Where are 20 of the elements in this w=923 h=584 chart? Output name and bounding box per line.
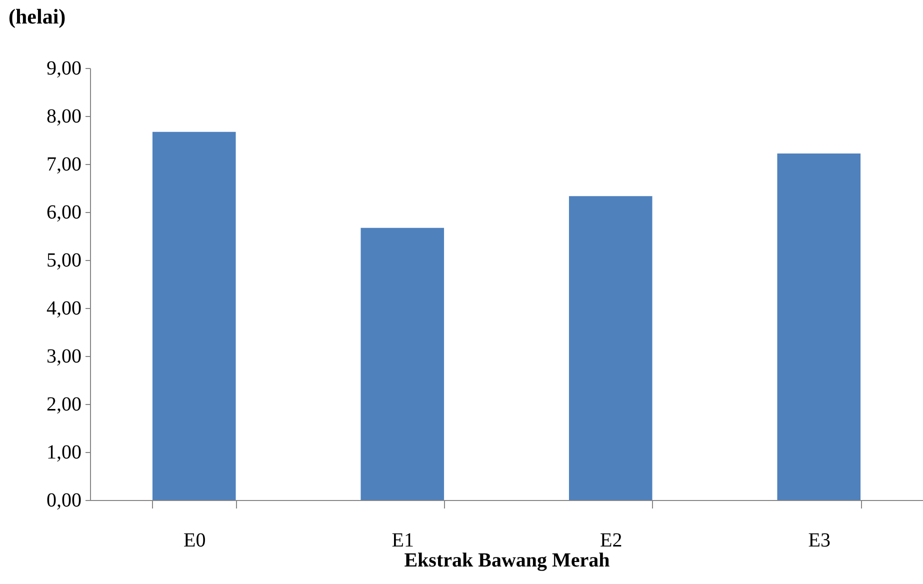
bar — [777, 153, 861, 500]
x-tick-label: E0 — [184, 530, 206, 552]
y-tick-label: 0,00 — [46, 490, 82, 512]
bar — [360, 228, 444, 500]
y-tick-label: 7,00 — [46, 154, 82, 176]
x-tick-label: E1 — [392, 530, 414, 552]
y-tick-label: 2,00 — [46, 394, 82, 416]
x-axis-title: Ekstrak Bawang Merah — [404, 550, 610, 572]
bar — [568, 196, 652, 500]
y-axis-title: (helai) — [8, 4, 66, 28]
y-tick-label: 1,00 — [46, 442, 82, 464]
y-tick-label: 8,00 — [46, 106, 82, 128]
x-tick-label: E2 — [600, 530, 622, 552]
y-tick-label: 3,00 — [46, 346, 82, 368]
x-tick-label: E3 — [808, 530, 830, 552]
bar — [152, 132, 236, 500]
y-tick-label: 6,00 — [46, 202, 82, 224]
y-tick-label: 9,00 — [46, 58, 82, 80]
y-tick-label: 4,00 — [46, 298, 82, 320]
y-tick-label: 5,00 — [46, 250, 82, 272]
